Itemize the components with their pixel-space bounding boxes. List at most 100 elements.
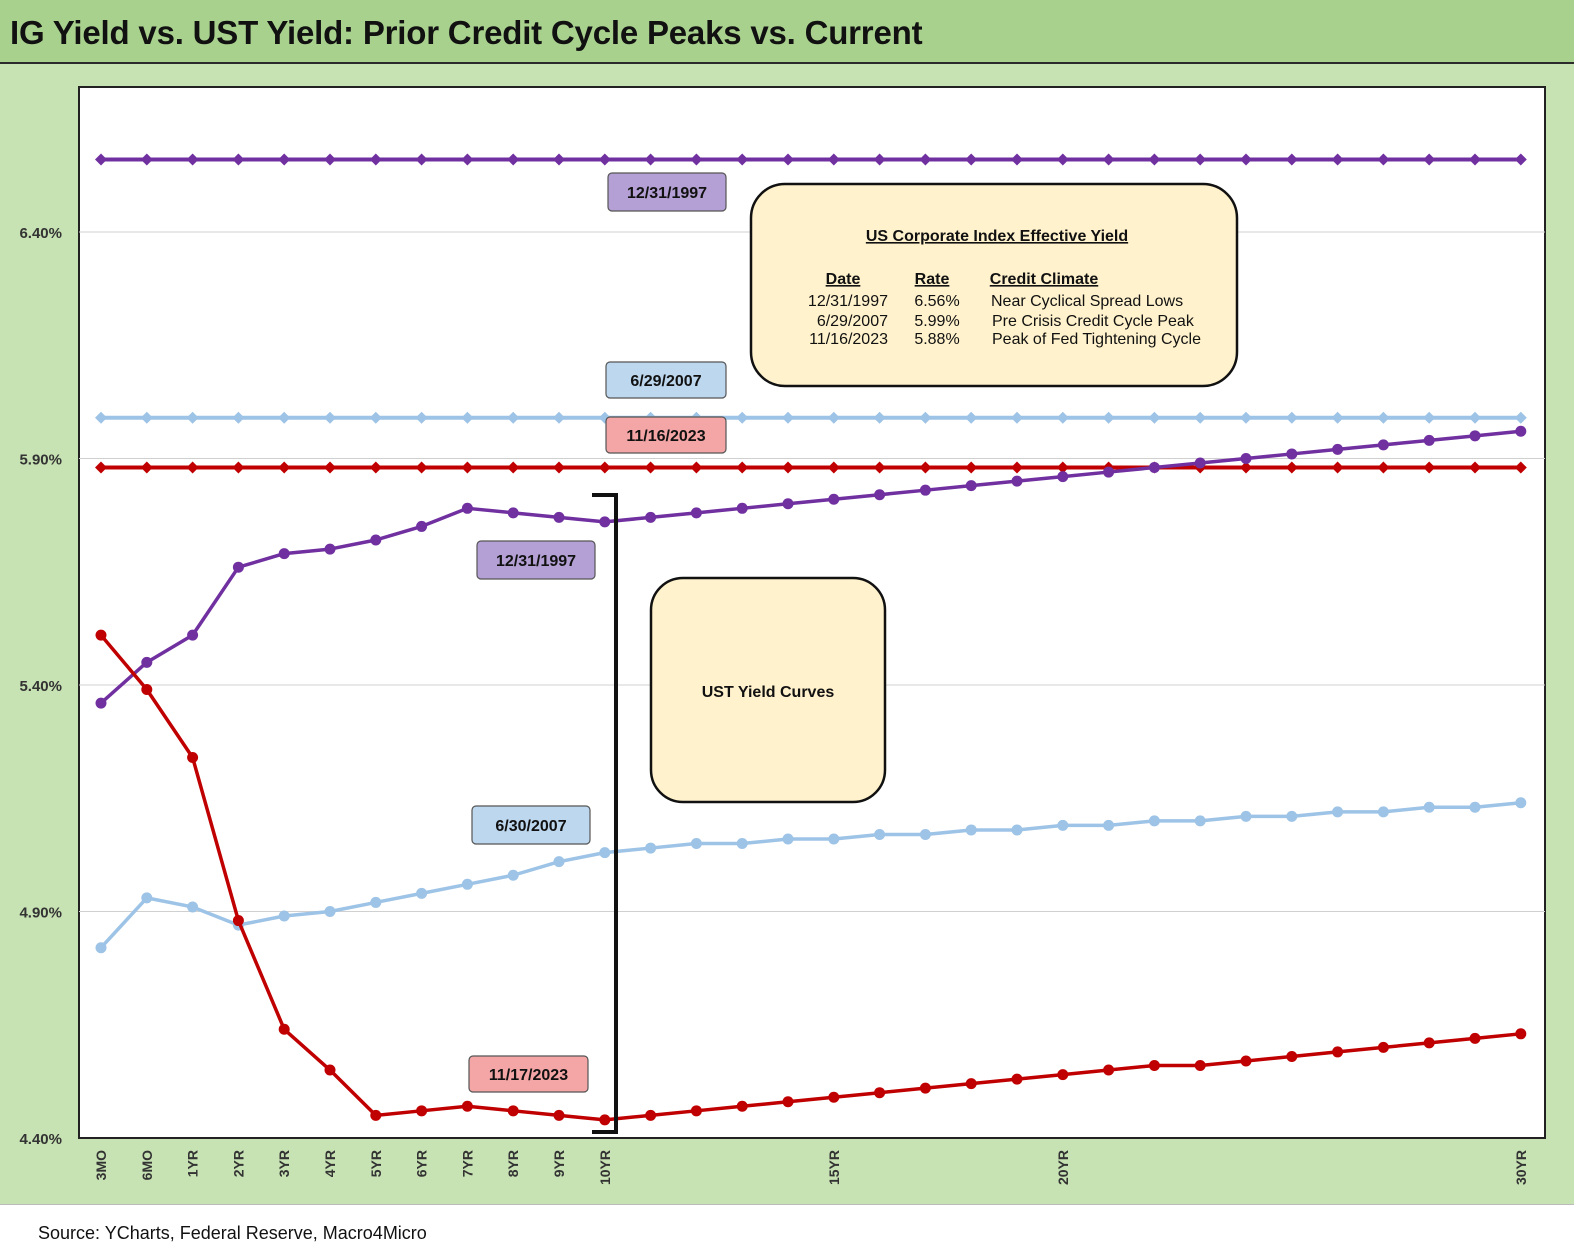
data-point xyxy=(278,1023,290,1035)
index-yield-box: US Corporate Index Effective Yield Date Ra… xyxy=(749,182,1239,388)
data-point xyxy=(278,910,290,922)
data-point xyxy=(782,411,794,424)
data-point xyxy=(186,411,199,424)
box-rate: 5.88% xyxy=(914,331,959,348)
data-point xyxy=(1514,461,1527,474)
series-ust-5 xyxy=(95,629,1527,1126)
data-point xyxy=(1423,461,1436,474)
data-point xyxy=(461,461,474,474)
data-point xyxy=(1515,797,1527,809)
data-point xyxy=(690,153,703,166)
data-point xyxy=(1377,411,1390,424)
data-point xyxy=(690,838,702,850)
data-point xyxy=(1423,153,1436,166)
data-point xyxy=(324,1064,336,1076)
box-column-header: Rate xyxy=(915,271,950,288)
series-tag: 12/31/1997 xyxy=(476,540,596,580)
data-point xyxy=(690,461,703,474)
data-point xyxy=(369,461,382,474)
data-point xyxy=(1011,1073,1023,1085)
series-tag: 11/16/2023 xyxy=(605,416,727,454)
data-point xyxy=(782,1096,794,1108)
data-point xyxy=(828,1091,840,1103)
data-point xyxy=(1103,466,1115,478)
data-point xyxy=(370,534,382,546)
series-ust-4 xyxy=(95,797,1527,954)
x-tick-label: 3YR xyxy=(276,1150,292,1177)
data-point xyxy=(369,153,382,166)
tag-label: 12/31/1997 xyxy=(496,553,576,570)
data-point xyxy=(461,878,473,890)
data-point xyxy=(553,1109,565,1121)
data-point xyxy=(873,153,886,166)
data-point xyxy=(369,411,382,424)
data-point xyxy=(415,411,428,424)
data-point xyxy=(461,153,474,166)
box-date: 6/29/2007 xyxy=(817,313,888,330)
data-point xyxy=(919,411,932,424)
data-point xyxy=(507,1105,519,1117)
series-ust-3 xyxy=(95,425,1527,709)
series-tag: 6/29/2007 xyxy=(605,361,727,399)
data-point xyxy=(736,838,748,850)
data-point xyxy=(507,153,520,166)
data-point xyxy=(1011,461,1023,474)
data-point xyxy=(1148,1060,1160,1072)
data-point xyxy=(827,411,840,424)
data-point xyxy=(95,942,107,954)
data-point xyxy=(1194,457,1206,469)
data-point xyxy=(187,629,199,641)
data-point xyxy=(965,480,977,492)
data-point xyxy=(1148,153,1161,166)
x-tick-label: 30YR xyxy=(1513,1150,1529,1185)
box-frame xyxy=(649,576,887,804)
data-point xyxy=(919,828,931,840)
data-point xyxy=(645,842,657,854)
tag-label: 11/16/2023 xyxy=(626,428,705,445)
data-point xyxy=(874,489,886,501)
data-point xyxy=(140,461,153,474)
series-tag: 12/31/1997 xyxy=(607,172,727,212)
x-tick-label: 10YR xyxy=(597,1150,613,1185)
data-point xyxy=(416,520,428,532)
data-point xyxy=(873,411,886,424)
data-point xyxy=(507,869,519,881)
data-point xyxy=(1011,411,1023,424)
data-point xyxy=(416,1105,428,1117)
data-point xyxy=(1285,461,1298,474)
data-point xyxy=(1331,411,1344,424)
box-rate: 6.56% xyxy=(914,293,959,310)
data-point xyxy=(140,411,153,424)
data-point xyxy=(1057,1069,1069,1081)
data-point xyxy=(1056,461,1069,474)
data-point xyxy=(919,1082,931,1094)
data-point xyxy=(1102,411,1115,424)
data-point xyxy=(553,856,565,868)
chart-area: 4.40% 4.90% 5.40% 5.90% 6.40% 3MO 6MO 1YR 2YR 3YR… xyxy=(0,64,1574,1204)
data-point xyxy=(187,901,199,913)
x-tick-label: 4YR xyxy=(322,1150,338,1177)
data-point xyxy=(553,153,565,166)
data-point xyxy=(1102,153,1115,166)
data-point xyxy=(232,915,244,927)
data-point xyxy=(599,1114,611,1126)
data-point xyxy=(828,493,840,505)
data-point xyxy=(874,828,886,840)
data-point xyxy=(1332,443,1344,455)
data-point xyxy=(461,502,473,514)
x-tick-label: 3MO xyxy=(93,1150,109,1180)
data-point xyxy=(919,153,932,166)
data-point xyxy=(1514,411,1527,424)
series-line xyxy=(99,634,1521,1122)
data-point xyxy=(1377,153,1390,166)
y-tick-label: 4.40% xyxy=(19,1131,62,1148)
data-point xyxy=(324,543,336,555)
box-frame xyxy=(749,182,1239,388)
box-date: 11/16/2023 xyxy=(809,331,888,348)
tag-box xyxy=(605,416,727,454)
data-point xyxy=(553,511,565,523)
data-point xyxy=(1056,153,1069,166)
x-tick-label: 8YR xyxy=(505,1150,521,1177)
data-point xyxy=(95,697,107,709)
